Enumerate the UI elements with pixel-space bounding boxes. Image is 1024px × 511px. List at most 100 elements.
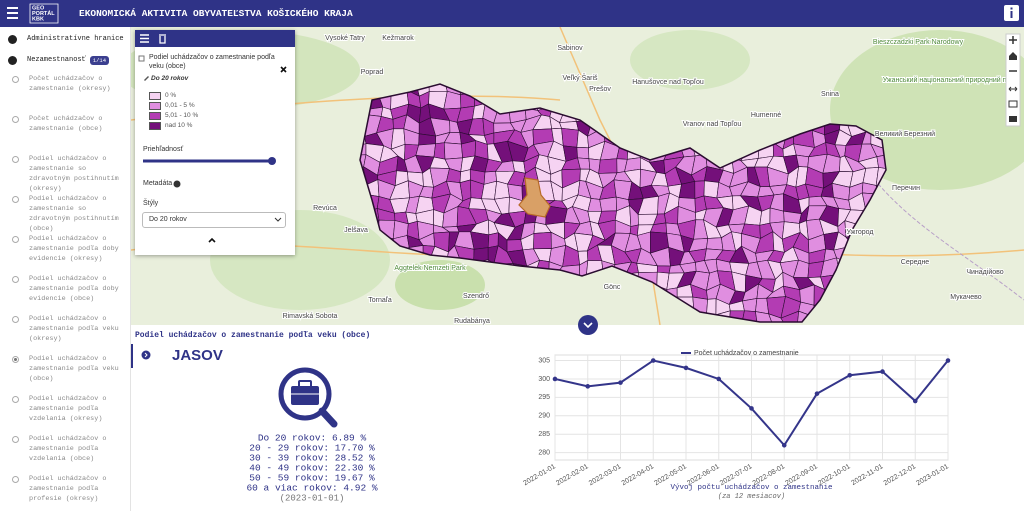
radio[interactable] bbox=[12, 156, 19, 163]
municipality[interactable] bbox=[705, 329, 718, 344]
close-button[interactable] bbox=[280, 66, 287, 73]
data-point[interactable] bbox=[814, 391, 820, 396]
municipality[interactable] bbox=[369, 327, 381, 344]
municipality[interactable] bbox=[533, 325, 551, 337]
municipality[interactable] bbox=[891, 327, 903, 338]
municipality[interactable] bbox=[664, 324, 683, 338]
municipality[interactable] bbox=[703, 180, 720, 199]
municipality[interactable] bbox=[862, 167, 879, 186]
municipality[interactable] bbox=[409, 325, 424, 344]
municipality[interactable] bbox=[875, 331, 892, 345]
municipality[interactable] bbox=[625, 324, 644, 341]
layer-item[interactable]: Podiel uchádzačov o zamestnanie podľa ve… bbox=[12, 314, 122, 344]
municipality[interactable] bbox=[784, 327, 797, 339]
municipality[interactable] bbox=[392, 326, 411, 344]
municipality[interactable] bbox=[795, 327, 809, 339]
municipality[interactable] bbox=[742, 298, 758, 312]
data-point[interactable] bbox=[749, 406, 754, 411]
municipality[interactable] bbox=[676, 326, 697, 338]
data-point[interactable] bbox=[585, 384, 591, 389]
municipality[interactable] bbox=[637, 330, 653, 341]
municipality[interactable] bbox=[860, 327, 877, 344]
municipality[interactable] bbox=[470, 231, 490, 250]
info-icon[interactable] bbox=[173, 180, 181, 188]
municipality[interactable] bbox=[433, 329, 448, 344]
layer-item[interactable]: Podiel uchádzačov o zamestnanie so zdrav… bbox=[12, 154, 122, 194]
radio[interactable] bbox=[12, 316, 19, 323]
radio[interactable] bbox=[12, 76, 19, 83]
radio[interactable] bbox=[12, 476, 19, 483]
expand-button[interactable] bbox=[141, 350, 151, 360]
municipality[interactable] bbox=[377, 326, 397, 343]
municipality[interactable] bbox=[768, 313, 788, 331]
zoom-in[interactable] bbox=[1009, 36, 1017, 44]
municipality[interactable] bbox=[415, 143, 436, 158]
print[interactable] bbox=[1008, 100, 1018, 108]
municipality[interactable] bbox=[483, 325, 499, 342]
data-point[interactable] bbox=[880, 369, 885, 374]
layer-item[interactable]: Počet uchádzačov o zamestnanie (obce) bbox=[12, 114, 122, 134]
municipality[interactable] bbox=[775, 328, 787, 340]
layer-group[interactable]: Administratívne hranice bbox=[8, 32, 124, 46]
radio[interactable] bbox=[12, 436, 19, 443]
municipality[interactable] bbox=[678, 180, 696, 199]
collapse-arrow[interactable] bbox=[208, 237, 216, 243]
opacity-handle[interactable] bbox=[268, 157, 276, 165]
municipality[interactable] bbox=[755, 297, 770, 315]
municipality[interactable] bbox=[780, 310, 800, 328]
selected-municipality[interactable] bbox=[518, 177, 551, 218]
municipality[interactable] bbox=[846, 327, 861, 337]
export[interactable] bbox=[1009, 116, 1017, 122]
municipality[interactable] bbox=[822, 323, 837, 344]
municipality[interactable] bbox=[521, 325, 537, 338]
municipality[interactable] bbox=[487, 232, 499, 248]
data-point[interactable] bbox=[945, 358, 951, 363]
municipality[interactable] bbox=[600, 328, 618, 338]
municipality[interactable] bbox=[416, 325, 434, 338]
municipality[interactable] bbox=[471, 321, 484, 343]
data-point[interactable] bbox=[781, 442, 787, 448]
municipality[interactable] bbox=[494, 324, 515, 342]
municipality[interactable] bbox=[741, 329, 761, 340]
municipality[interactable] bbox=[870, 143, 892, 158]
municipality[interactable] bbox=[651, 324, 668, 340]
municipality[interactable] bbox=[706, 237, 724, 251]
radio[interactable] bbox=[12, 196, 19, 203]
municipality[interactable] bbox=[494, 180, 510, 200]
layer-item[interactable]: Podiel uchádzačov o zamestnanie podľa do… bbox=[12, 234, 122, 264]
municipality[interactable] bbox=[615, 324, 628, 336]
municipality[interactable] bbox=[513, 324, 522, 340]
municipality[interactable] bbox=[783, 210, 802, 224]
list-icon[interactable] bbox=[140, 34, 149, 43]
radio[interactable] bbox=[12, 116, 19, 123]
home[interactable] bbox=[1009, 52, 1017, 60]
municipality[interactable] bbox=[728, 323, 746, 337]
style-select[interactable]: Do 20 rokov bbox=[142, 212, 286, 228]
data-point[interactable] bbox=[650, 358, 656, 363]
layer-item[interactable]: Počet uchádzačov o zamestnanie (okresy) bbox=[12, 74, 122, 94]
delete-icon[interactable] bbox=[159, 34, 166, 44]
municipality[interactable] bbox=[576, 146, 590, 159]
checkbox[interactable] bbox=[138, 55, 145, 62]
measure[interactable] bbox=[1008, 86, 1018, 92]
municipality[interactable] bbox=[599, 196, 617, 212]
municipality[interactable] bbox=[448, 323, 462, 344]
collapse-button[interactable] bbox=[578, 315, 598, 335]
data-point[interactable] bbox=[618, 380, 623, 385]
municipality[interactable] bbox=[806, 323, 826, 344]
municipality[interactable] bbox=[533, 231, 552, 250]
municipality[interactable] bbox=[690, 329, 710, 336]
municipality[interactable] bbox=[443, 142, 463, 160]
layer-item[interactable]: Podiel uchádzačov o zamestnanie so zdrav… bbox=[12, 194, 122, 234]
data-point[interactable] bbox=[683, 365, 689, 371]
municipality[interactable] bbox=[758, 330, 775, 340]
municipality[interactable] bbox=[715, 323, 730, 344]
municipality[interactable] bbox=[795, 154, 810, 168]
layer-item[interactable]: Podiel uchádzačov o zamestnanie podľa vz… bbox=[12, 394, 122, 424]
municipality[interactable] bbox=[418, 133, 437, 146]
municipality[interactable] bbox=[834, 323, 846, 339]
radio[interactable] bbox=[12, 236, 19, 243]
data-point[interactable] bbox=[847, 372, 853, 378]
municipality[interactable] bbox=[561, 127, 579, 148]
municipality[interactable] bbox=[433, 209, 445, 228]
